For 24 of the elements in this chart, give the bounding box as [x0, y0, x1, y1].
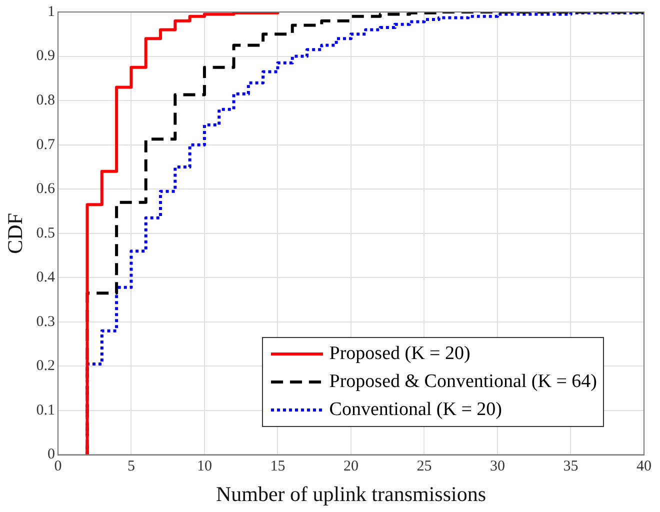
- x-tick-label: 10: [196, 458, 212, 475]
- y-tick-label: 0.1: [36, 402, 55, 418]
- x-tick-label: 35: [563, 458, 578, 475]
- x-tick-label: 25: [416, 458, 432, 475]
- y-tick-label: 0.2: [36, 358, 55, 374]
- y-tick-label: 0: [47, 446, 55, 463]
- y-tick-label: 0.3: [36, 314, 55, 330]
- y-tick-label: 0.5: [36, 225, 55, 242]
- y-axis-title: CDF: [3, 212, 28, 254]
- legend-label: Proposed (K = 20): [329, 342, 470, 365]
- y-tick-label: 0.9: [36, 48, 55, 64]
- y-tick-label: 0.7: [36, 136, 56, 153]
- y-tick-label: 0.6: [36, 181, 56, 198]
- x-axis-title: Number of uplink transmissions: [216, 482, 486, 506]
- x-tick-label: 15: [270, 458, 286, 475]
- x-tick-label: 30: [490, 458, 505, 475]
- x-tick-label: 20: [343, 458, 358, 475]
- y-tick-label: 0.4: [36, 270, 56, 286]
- legend-label: Conventional (K = 20): [329, 398, 502, 421]
- x-tick-label: 40: [636, 458, 652, 475]
- y-tick-label: 1: [47, 4, 55, 20]
- legend-label: Proposed & Conventional (K = 64): [329, 370, 597, 393]
- x-tick-label: 5: [127, 458, 135, 475]
- y-tick-label: 0.8: [36, 92, 55, 108]
